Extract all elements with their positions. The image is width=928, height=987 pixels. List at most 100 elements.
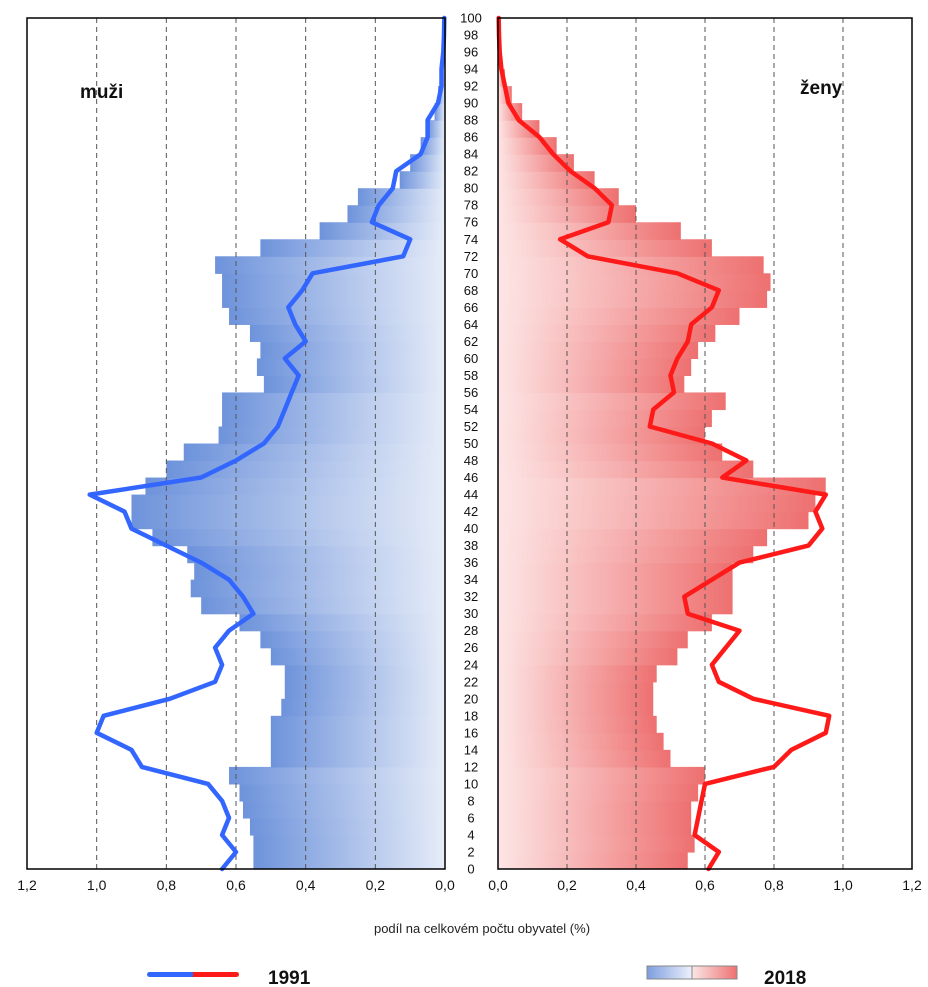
male-bar-age-66 <box>222 290 445 308</box>
age-label-12: 12 <box>464 759 478 774</box>
age-label-92: 92 <box>464 79 478 94</box>
male-bar-age-64 <box>229 307 445 325</box>
female-bar-age-80 <box>498 171 595 189</box>
age-label-96: 96 <box>464 45 478 60</box>
age-label-70: 70 <box>464 266 478 281</box>
female-bar-age-48 <box>498 443 723 462</box>
female-bar-age-10 <box>498 766 705 785</box>
female-bar-age-60 <box>498 341 699 359</box>
female-bar-age-32 <box>498 579 733 598</box>
age-label-64: 64 <box>464 317 478 332</box>
female-2018-bars <box>498 18 826 870</box>
male-bar-age-80 <box>399 171 445 189</box>
male-bar-age-62 <box>249 324 445 342</box>
male-x-tick: 0,0 <box>435 877 455 893</box>
age-label-38: 38 <box>464 538 478 553</box>
male-x-tick: 0,4 <box>296 877 316 893</box>
male-bar-age-20 <box>284 681 445 700</box>
age-label-76: 76 <box>464 215 478 230</box>
female-bar-age-46 <box>498 460 754 479</box>
female-bar-age-28 <box>498 613 712 632</box>
female-bar-age-76 <box>498 205 636 223</box>
female-bar-age-24 <box>498 647 678 666</box>
female-bar-age-2 <box>498 834 695 853</box>
female-1991-line <box>496 15 832 872</box>
male-bar-age-56 <box>263 375 445 394</box>
male-bar-age-50 <box>218 426 445 445</box>
male-bar-age-16 <box>270 715 445 734</box>
age-label-48: 48 <box>464 453 478 468</box>
female-bar-age-22 <box>498 664 657 683</box>
male-bar-age-6 <box>242 800 445 819</box>
male-bar-age-10 <box>229 766 445 785</box>
age-axis-labels: 0246810121416182022242628303234363840424… <box>460 11 482 877</box>
age-label-6: 6 <box>467 810 474 825</box>
male-bar-age-12 <box>270 749 445 768</box>
female-bar-age-20 <box>498 681 654 700</box>
age-label-30: 30 <box>464 606 478 621</box>
age-label-50: 50 <box>464 436 478 451</box>
age-label-62: 62 <box>464 334 478 349</box>
age-label-86: 86 <box>464 130 478 145</box>
female-bar-age-56 <box>498 375 685 394</box>
female-bar-age-36 <box>498 545 754 564</box>
age-label-28: 28 <box>464 623 478 638</box>
age-label-52: 52 <box>464 419 478 434</box>
age-label-98: 98 <box>464 28 478 43</box>
female-bar-age-86 <box>498 120 540 138</box>
male-bar-age-52 <box>222 409 445 428</box>
male-bar-age-58 <box>256 358 445 377</box>
female-x-tick: 1,0 <box>833 877 853 893</box>
male-bar-age-40 <box>131 511 445 530</box>
female-bar-age-16 <box>498 715 657 734</box>
male-bar-age-76 <box>347 205 445 223</box>
female-x-tick: 0,8 <box>764 877 784 893</box>
female-bar-age-54 <box>498 392 726 411</box>
legend-line-swatch <box>147 972 239 977</box>
female-x-tick: 0,4 <box>626 877 646 893</box>
female-bar-age-66 <box>498 290 768 308</box>
female-bar-age-12 <box>498 749 671 768</box>
age-label-42: 42 <box>464 504 478 519</box>
male-panel-frame <box>26 17 446 870</box>
age-label-16: 16 <box>464 725 478 740</box>
male-bar-age-32 <box>190 579 445 598</box>
age-label-40: 40 <box>464 521 478 536</box>
female-bar-age-52 <box>498 409 712 428</box>
female-bar-age-78 <box>498 188 619 206</box>
age-label-58: 58 <box>464 368 478 383</box>
male-bar-age-8 <box>239 783 445 802</box>
female-bar-age-64 <box>498 307 740 325</box>
male-bar-age-38 <box>152 528 445 547</box>
female-bar-age-42 <box>498 494 816 513</box>
male-bar-age-24 <box>270 647 445 666</box>
male-2018-bars <box>131 18 446 870</box>
age-label-0: 0 <box>467 862 474 877</box>
male-x-tick: 1,0 <box>87 877 107 893</box>
x-axis-title: podíl na celkovém počtu obyvatel (%) <box>374 921 590 936</box>
age-label-100: 100 <box>460 11 482 26</box>
age-label-36: 36 <box>464 555 478 570</box>
male-bar-age-18 <box>281 698 445 717</box>
age-label-90: 90 <box>464 96 478 111</box>
male-bar-age-42 <box>131 494 445 513</box>
female-bar-age-50 <box>498 426 705 445</box>
male-bar-age-36 <box>187 545 445 564</box>
male-bar-age-30 <box>201 596 445 615</box>
age-label-8: 8 <box>467 793 474 808</box>
male-x-tick: 0,8 <box>157 877 177 893</box>
male-bar-age-2 <box>253 834 445 853</box>
age-label-44: 44 <box>464 487 478 502</box>
female-bar-age-0 <box>498 851 688 870</box>
male-bar-age-68 <box>222 273 445 291</box>
legend-line-label: 1991 <box>268 968 311 987</box>
female-panel-title: ženy <box>800 78 843 99</box>
male-bar-age-4 <box>249 817 445 836</box>
female-bar-age-26 <box>498 630 688 649</box>
female-x-tick: 0,6 <box>695 877 715 893</box>
female-x-tick: 0,0 <box>488 877 508 893</box>
legend: 1991 2018 <box>147 965 806 987</box>
female-bar-age-18 <box>498 698 654 717</box>
age-label-18: 18 <box>464 708 478 723</box>
female-panel-frame <box>497 17 913 870</box>
